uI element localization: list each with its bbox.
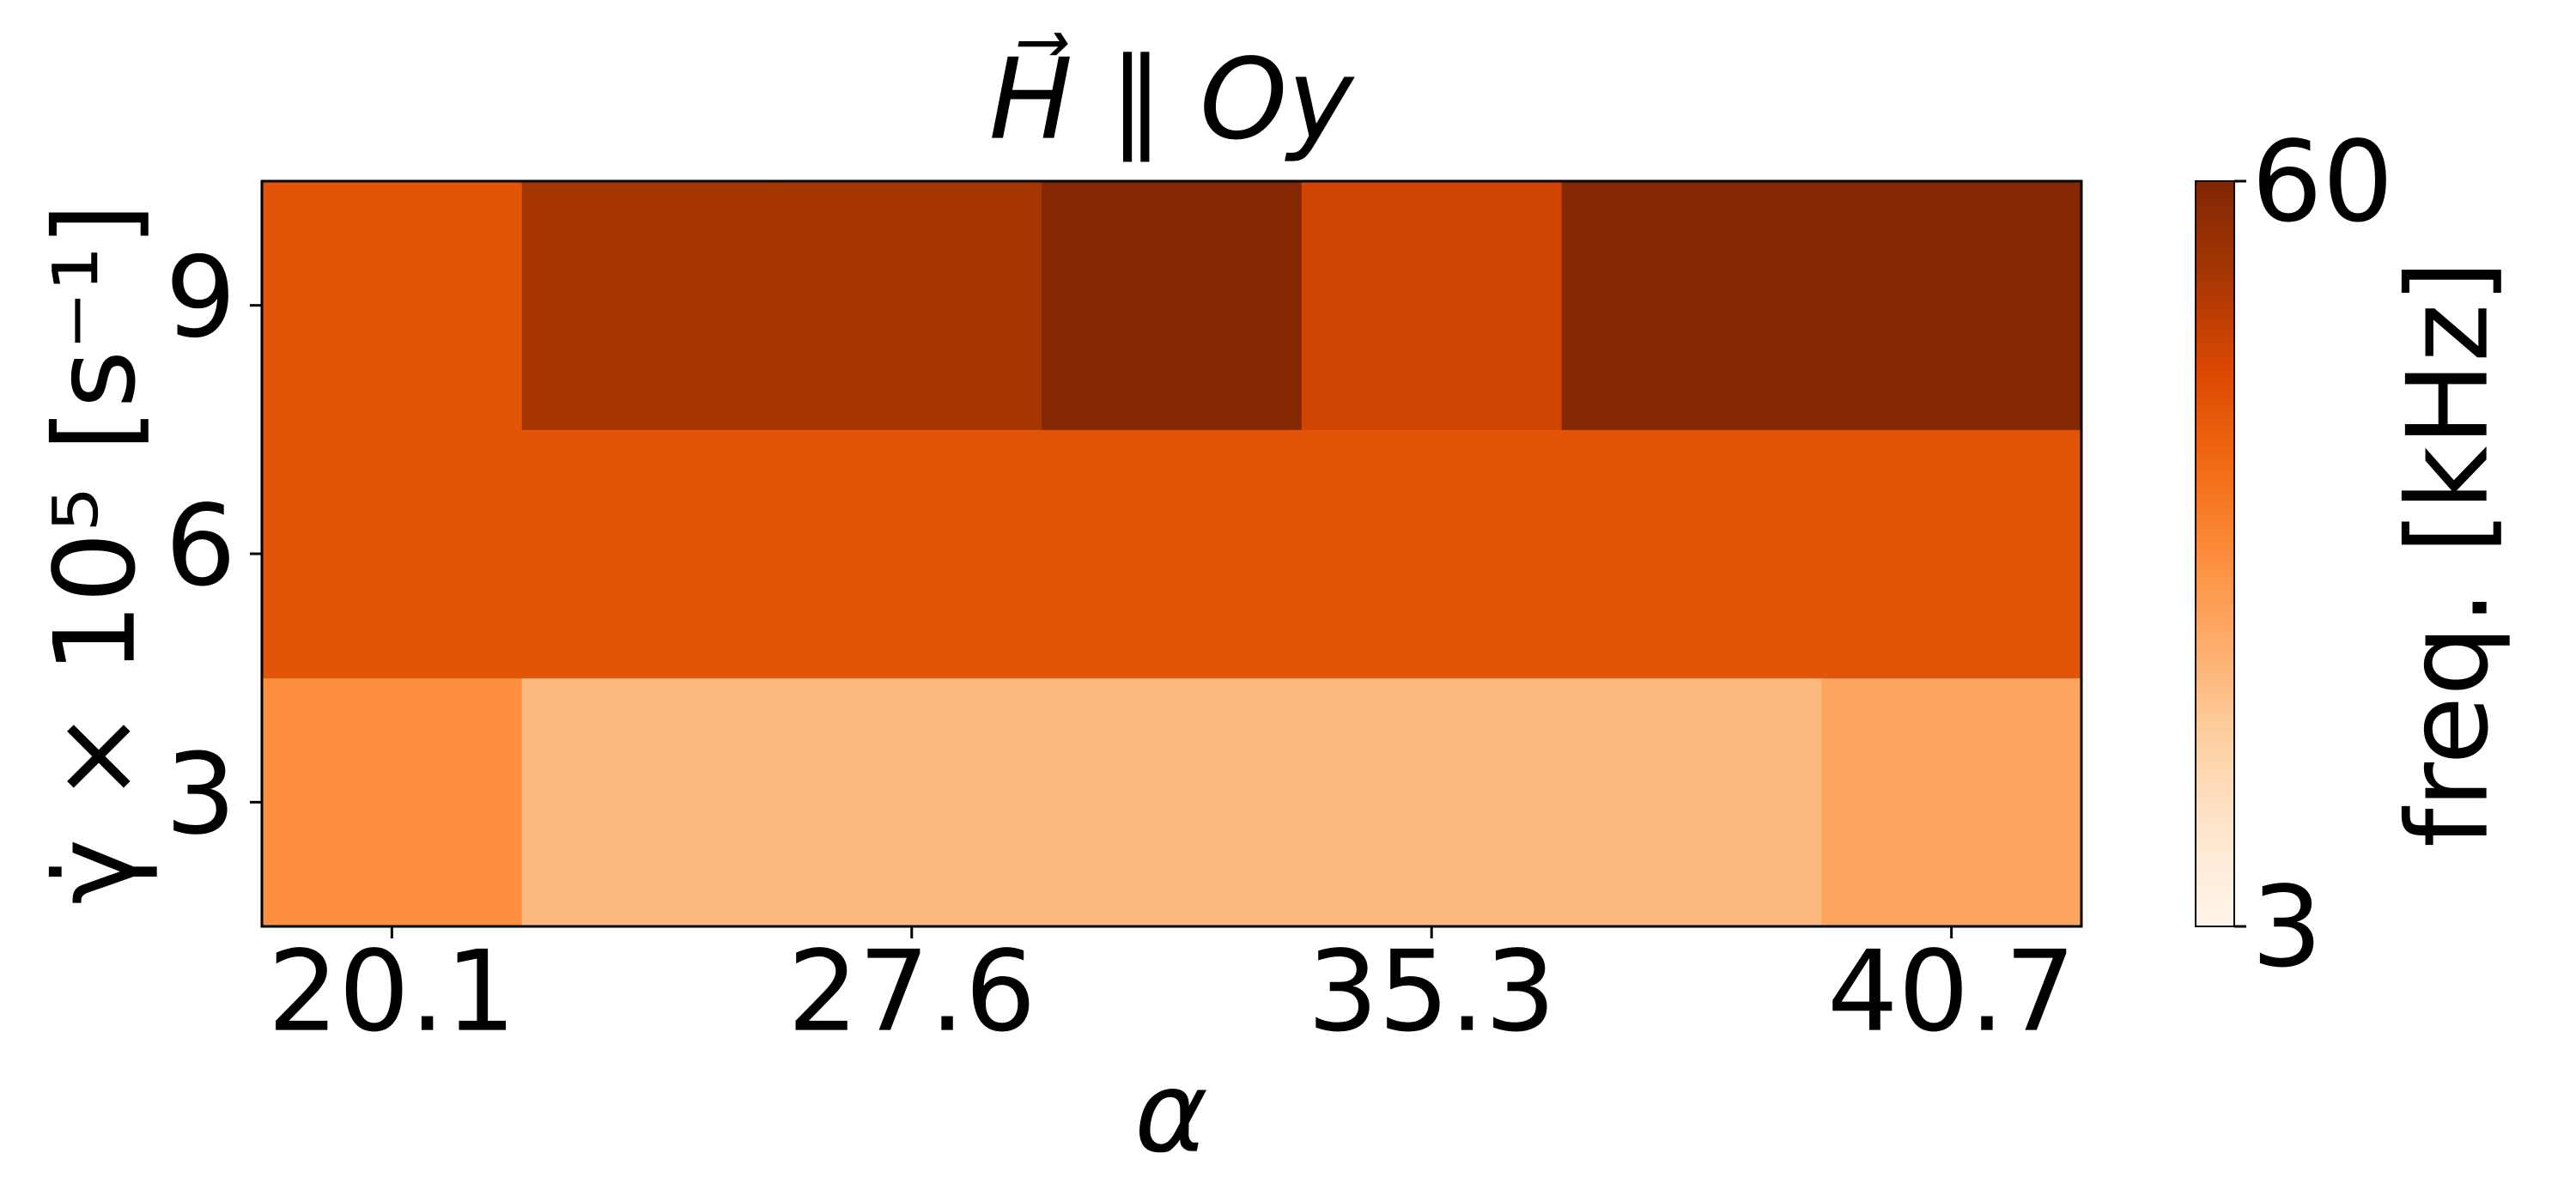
y-tick-label: 3 bbox=[165, 729, 236, 859]
y-axis-label: γ̇ × 10⁵ [s⁻¹] bbox=[30, 203, 161, 904]
x-tick-label: 35.3 bbox=[1307, 926, 1555, 1057]
heatmap-cell bbox=[521, 677, 782, 927]
chart-title: H⃗ ∥ Oy bbox=[989, 33, 1356, 165]
heatmap-cell bbox=[1821, 429, 2082, 679]
heatmap-cell bbox=[1561, 181, 1822, 430]
x-tick-label: 40.7 bbox=[1827, 926, 2075, 1057]
heatmap-cell bbox=[1561, 429, 1822, 679]
x-tick-label: 20.1 bbox=[268, 926, 516, 1057]
heatmap-cell bbox=[262, 181, 523, 430]
colorbar bbox=[2195, 180, 2235, 927]
heatmap-cell bbox=[262, 429, 523, 679]
heatmap-cell bbox=[1042, 429, 1303, 679]
heatmap-cell bbox=[781, 677, 1042, 927]
heatmap-cell bbox=[521, 429, 782, 679]
heatmap-cell bbox=[1042, 677, 1303, 927]
colorbar-label: freq. [kHz] bbox=[2383, 260, 2513, 847]
heatmap-cell bbox=[521, 181, 782, 430]
heatmap-cell bbox=[1301, 429, 1563, 679]
y-tick-label: 9 bbox=[165, 232, 236, 362]
x-tick-label: 27.6 bbox=[787, 926, 1036, 1057]
heatmap-cell bbox=[262, 677, 523, 927]
heatmap-cell bbox=[781, 429, 1042, 679]
heatmap-cell bbox=[1301, 677, 1563, 927]
x-axis-label: α bbox=[1134, 1047, 1208, 1178]
y-tick-label: 6 bbox=[165, 481, 236, 611]
heatmap-cell bbox=[1042, 181, 1303, 430]
colorbar-tick-label: 60 bbox=[2251, 117, 2393, 247]
heatmap-cell bbox=[1301, 181, 1563, 430]
heatmap-cell bbox=[1821, 677, 2082, 927]
colorbar-tick-label: 3 bbox=[2251, 862, 2323, 993]
heatmap-cell bbox=[1821, 181, 2082, 430]
heatmap-cell bbox=[781, 181, 1042, 430]
heatmap-cell bbox=[1561, 677, 1822, 927]
